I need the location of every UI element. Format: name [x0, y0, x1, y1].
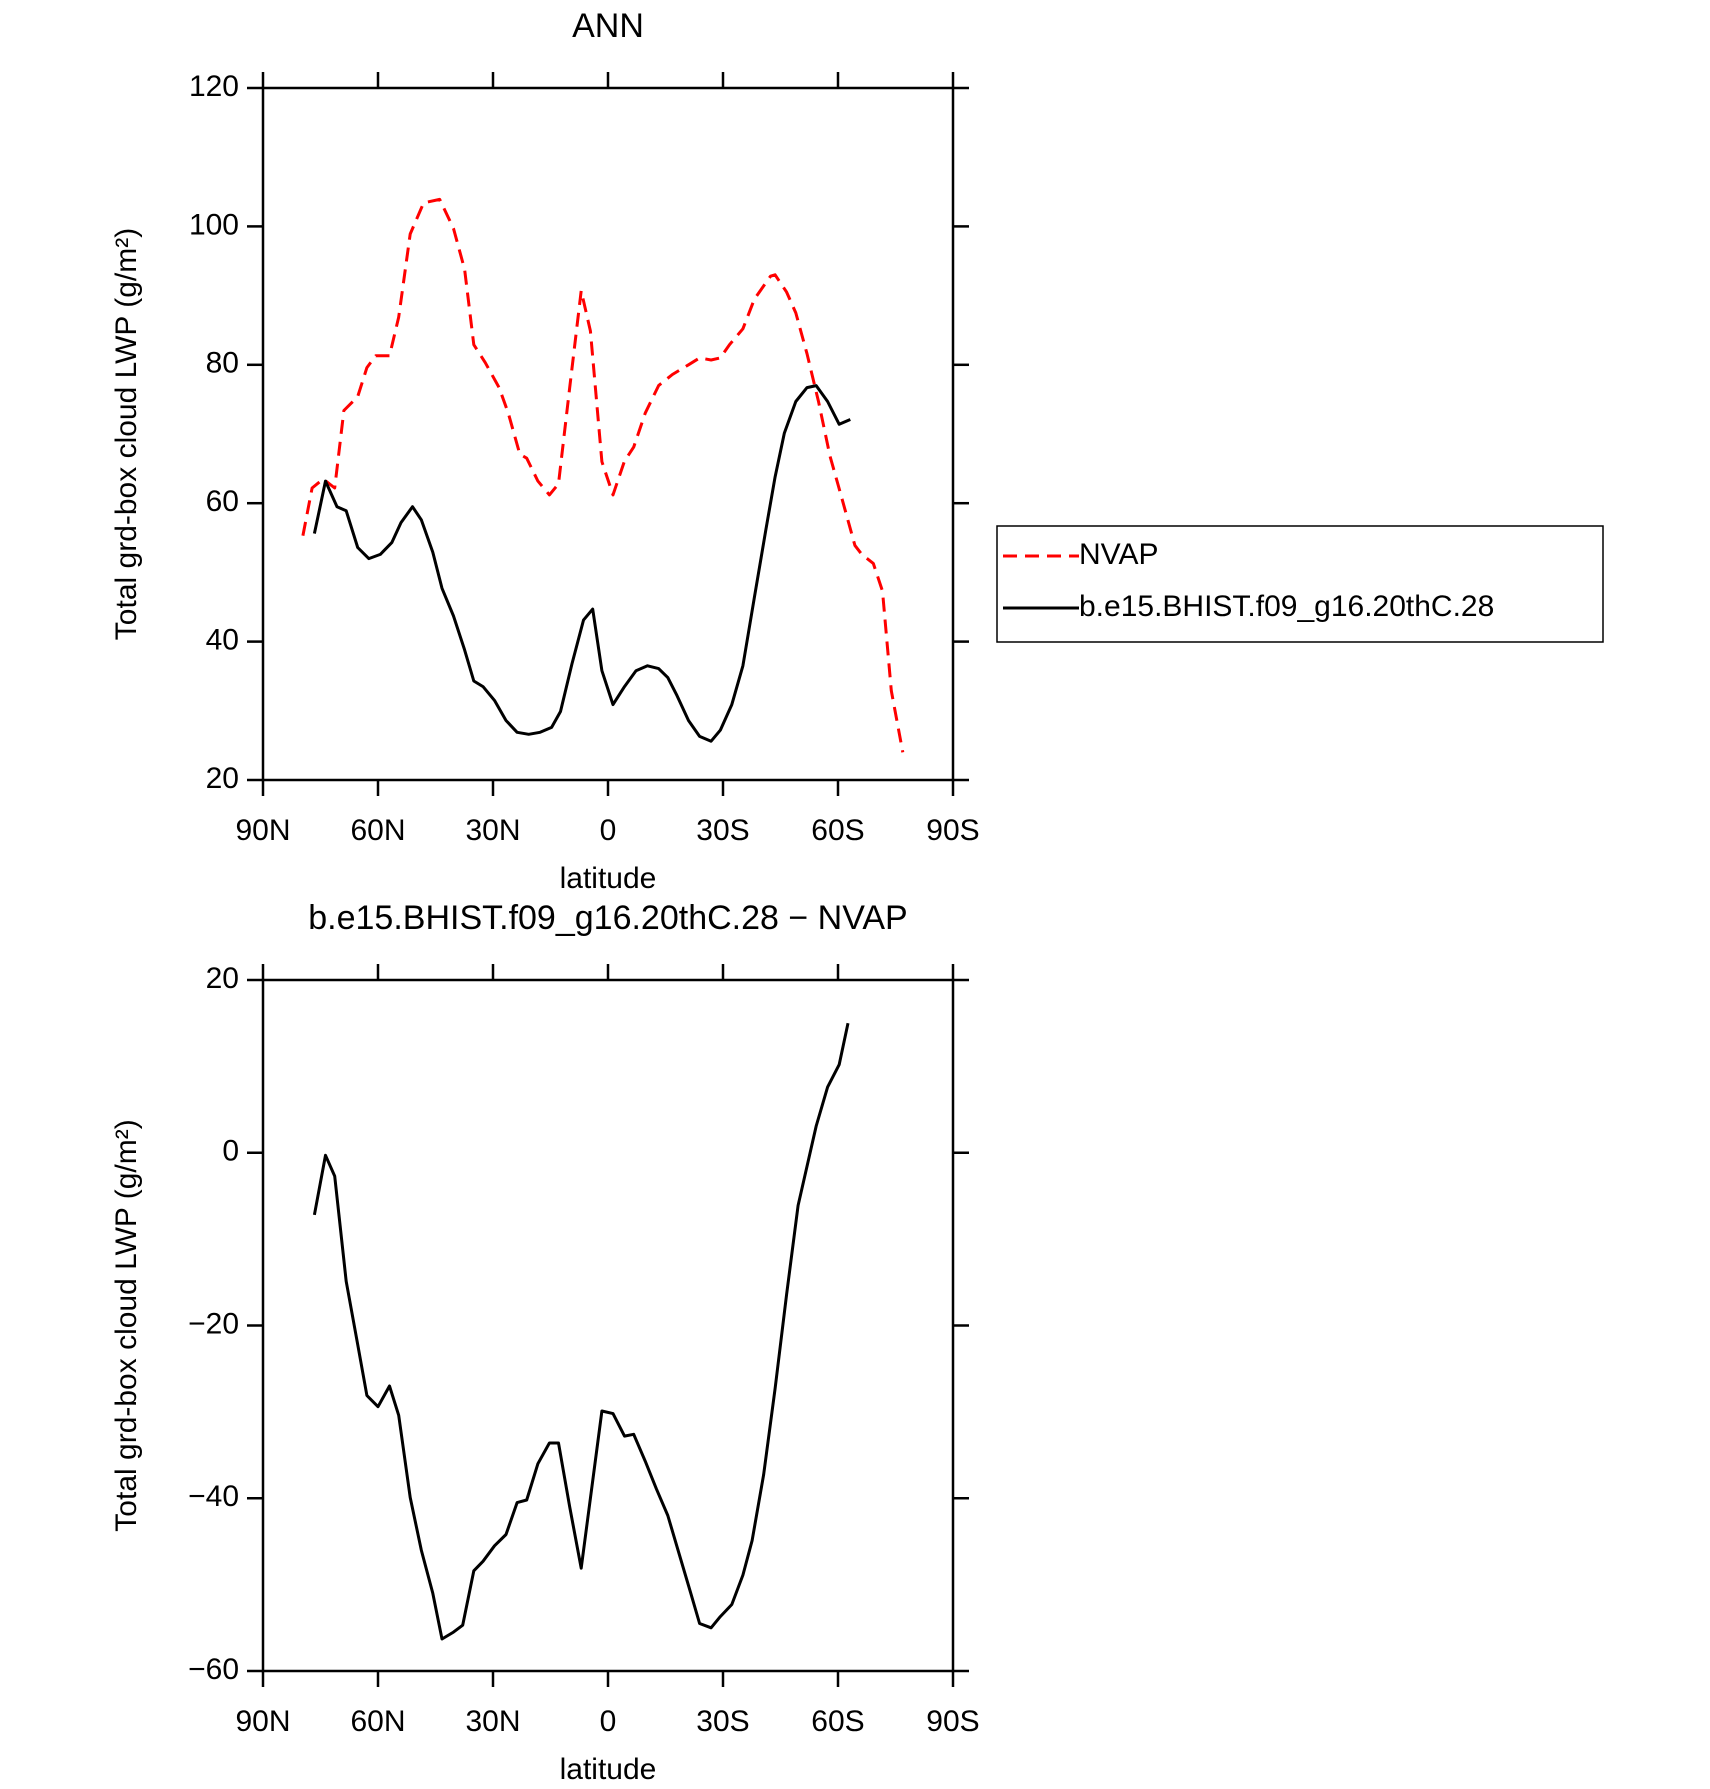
x-tick-label: 0 [600, 1705, 617, 1738]
data-line [301, 197, 905, 753]
x-tick-label: 60N [350, 814, 405, 847]
x-tick-label: 30N [465, 1705, 520, 1738]
x-tick-label: 30N [465, 814, 520, 847]
x-axis-label: latitude [560, 1753, 657, 1786]
y-tick-label: 20 [206, 962, 239, 995]
chart-title: b.e15.BHIST.f09_g16.20thC.28 − NVAP [308, 899, 907, 937]
y-tick-label: 100 [189, 208, 239, 241]
data-line [312, 1022, 850, 1641]
legend-box [996, 525, 1604, 643]
y-axis-label: Total grd-box cloud LWP (g/m²) [110, 1119, 143, 1531]
x-axis-label: latitude [560, 862, 657, 895]
y-tick-label: 0 [222, 1135, 239, 1168]
y-tick-label: −20 [188, 1307, 239, 1340]
y-tick-label: 20 [206, 762, 239, 795]
y-axis-label: Total grd-box cloud LWP (g/m²) [110, 228, 143, 640]
x-tick-label: 60S [811, 814, 864, 847]
x-tick-label: 30S [696, 1705, 749, 1738]
y-tick-label: 60 [206, 485, 239, 518]
y-tick-label: 80 [206, 347, 239, 380]
x-tick-label: 90N [235, 814, 290, 847]
y-tick-label: 40 [206, 624, 239, 657]
legend-label: NVAP [1079, 538, 1158, 571]
x-tick-label: 30S [696, 814, 749, 847]
y-tick-label: −40 [188, 1480, 239, 1513]
y-tick-label: −60 [188, 1653, 239, 1686]
x-tick-label: 90S [926, 1705, 979, 1738]
x-tick-label: 60N [350, 1705, 405, 1738]
plot-frame [261, 86, 955, 782]
x-tick-label: 90N [235, 1705, 290, 1738]
x-tick-label: 0 [600, 814, 617, 847]
legend-label: b.e15.BHIST.f09_g16.20thC.28 [1079, 590, 1494, 623]
chart-title: ANN [572, 7, 644, 45]
plot-frame [261, 978, 955, 1673]
x-tick-label: 90S [926, 814, 979, 847]
y-tick-label: 120 [189, 70, 239, 103]
x-tick-label: 60S [811, 1705, 864, 1738]
data-line [312, 384, 851, 743]
